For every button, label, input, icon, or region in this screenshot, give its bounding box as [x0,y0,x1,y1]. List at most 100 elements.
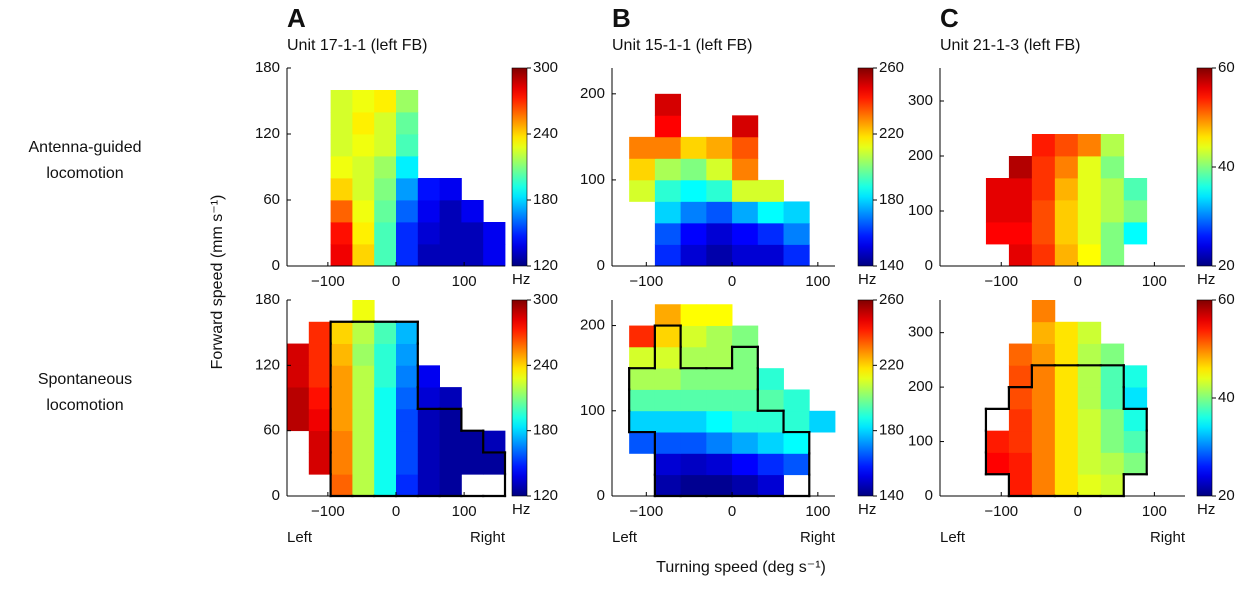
heatmap-cell [706,432,733,454]
heatmap-cell [1054,365,1079,388]
x-end-label: Right [1150,529,1186,546]
heatmap-cell [706,389,733,412]
heatmap-cell [352,474,375,497]
heatmap-cell [1031,365,1056,388]
heatmap-cell [732,222,759,245]
heatmap-cell [1100,387,1125,410]
heatmap-cell [439,408,462,432]
heatmap-cell [330,452,353,475]
heatmap-cell [439,387,462,410]
heatmap-cell [308,343,331,366]
colorbar-unit: Hz [1197,271,1215,288]
heatmap-cell [374,408,397,432]
heatmap-cell [352,300,375,323]
y-tick-label: 0 [272,257,280,274]
heatmap-cell [654,93,682,116]
heatmap-cell [330,387,353,410]
heatmap-cell [330,90,353,113]
colorbar [511,299,528,497]
heatmap-cell [1123,365,1148,388]
heatmap-cell [308,452,331,475]
heatmap-cell [352,244,375,267]
heatmap-cell [1031,300,1056,323]
heatmap-cell [706,304,733,326]
colorbar-tick-label: 300 [533,291,558,308]
heatmap-cell [308,430,331,453]
heatmap-cell [783,453,810,476]
heatmap-cell [417,365,440,388]
heatmap-cell [732,115,759,138]
y-tick-label: 60 [263,422,280,439]
heatmap-cell [680,136,707,159]
heatmap-cell [352,452,375,475]
x-tick-label: −100 [984,273,1018,290]
heatmap-cell [1031,222,1056,245]
heatmap-cell [680,474,707,497]
heatmap-cell [1054,321,1079,344]
heatmap-cell [330,178,353,201]
heatmap-cell [629,136,656,159]
y-tick-label: 0 [925,257,933,274]
heatmap-cell [1100,222,1125,245]
heatmap-cell [352,321,375,344]
x-tick-label: 100 [452,273,477,290]
colorbar-tick-label: 60 [1218,291,1235,308]
heatmap-cell [654,474,682,497]
colorbar [857,67,874,267]
heatmap-cell [374,387,397,410]
y-tick-label: 0 [597,257,605,274]
y-tick-label: 300 [908,324,933,341]
heatmap-cell [483,244,506,267]
colorbar [1196,299,1213,497]
heatmap-cell [330,200,353,223]
heatmap-cell [654,410,682,433]
heatmap-cell [1077,408,1102,432]
heatmap-cell [352,387,375,410]
y-tick-label: 180 [255,291,280,308]
x-tick-label: 100 [1142,503,1167,520]
heatmap-cell [352,430,375,453]
heatmap-cell [706,368,733,390]
heatmap-cell [654,179,682,202]
heatmap-cell [1031,430,1056,453]
heatmap-cell [396,343,419,366]
y-tick-label: 200 [908,147,933,164]
heatmap-cell [1054,408,1079,432]
heatmap-cell [330,343,353,366]
heatmap-cell [680,244,707,267]
heatmap-cell [439,244,462,267]
heatmap-cell [732,179,759,202]
heatmap-cell [1123,200,1148,223]
heatmap-cell [1008,452,1033,475]
heatmap-cell [654,304,682,326]
heatmap-cell [1100,365,1125,388]
x-end-label: Left [287,529,313,546]
heatmap-cell [352,222,375,245]
heatmap-cell [352,365,375,388]
heatmap-cell [461,244,484,267]
heatmap-cell [1123,430,1148,453]
heatmap-cell [439,430,462,453]
x-tick-label: 0 [1074,503,1082,520]
colorbar-tick-label: 140 [879,487,904,504]
heatmap-cell [417,474,440,497]
colorbar-unit: Hz [512,271,530,288]
row-label: Antenna-guided [29,139,142,156]
heatmap-cell [417,200,440,223]
heatmap-cell [461,200,484,223]
heatmap-cell [352,178,375,201]
heatmap-cell [287,408,310,432]
heatmap-cell [374,343,397,366]
row-label: Spontaneous [38,371,132,388]
heatmap-cell [757,432,784,454]
x-tick-label: 0 [728,503,736,520]
heatmap-cell [1054,452,1079,475]
heatmap-cell [1031,343,1056,366]
heatmap-cell [1031,408,1056,432]
heatmap-cell [374,200,397,223]
heatmap-cell [629,410,656,433]
y-tick-label: 0 [925,487,933,504]
y-axis-label: Forward speed (mm s⁻¹) [209,195,226,370]
heatmap-cell [783,201,810,224]
x-tick-label: −100 [311,503,345,520]
